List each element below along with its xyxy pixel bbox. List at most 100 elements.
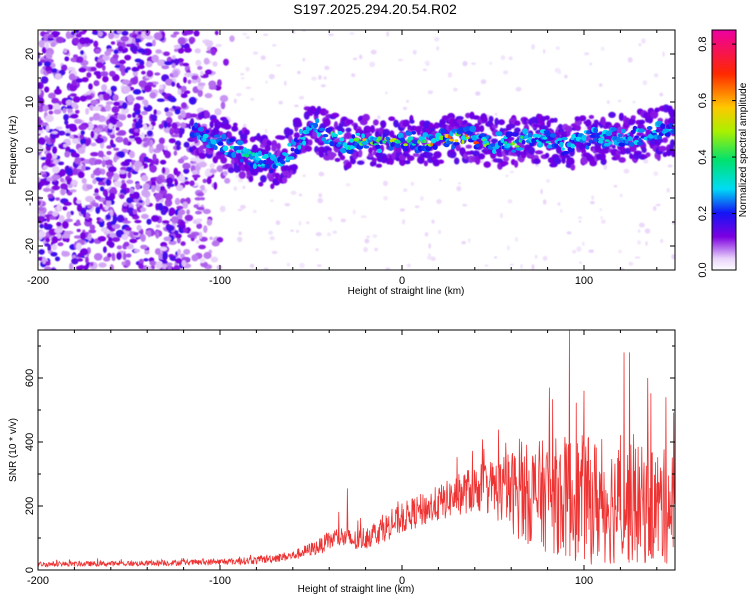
noise-blob: [124, 54, 132, 61]
noise-blob: [116, 121, 123, 128]
colorbar-cell: [712, 30, 736, 32]
colorbar-cell: [712, 50, 736, 52]
noise-speckle: [480, 79, 487, 85]
noise-blob: [164, 198, 173, 207]
noise-speckle: [317, 198, 324, 204]
noise-blob: [145, 197, 150, 206]
signal-halo-blob: [290, 164, 298, 171]
signal-halo-blob: [514, 120, 521, 126]
noise-blob: [177, 89, 182, 95]
colorbar-cell: [712, 129, 736, 131]
colorbar-cell: [712, 46, 736, 48]
colorbar-cell: [712, 244, 736, 246]
noise-blob: [113, 147, 120, 151]
colorbar-cell: [712, 179, 736, 181]
noise-blob: [142, 183, 150, 191]
colorbar-cell: [712, 79, 736, 81]
signal-peak-blob: [444, 134, 449, 138]
signal-body-blob: [554, 143, 559, 148]
noise-blob: [187, 233, 196, 239]
noise-blob: [214, 108, 222, 116]
noise-speckle: [240, 73, 245, 76]
signal-halo-blob: [190, 117, 195, 127]
colorbar-cell: [712, 232, 736, 234]
colorbar-cell: [712, 263, 736, 265]
noise-blob: [47, 193, 54, 199]
signal-halo-blob: [260, 175, 267, 183]
noise-speckle: [233, 98, 237, 104]
noise-blob: [108, 123, 113, 130]
noise-blob: [209, 169, 217, 174]
figure-title: S197.2025.294.20.54.R02: [293, 1, 457, 17]
noise-blob: [136, 138, 143, 145]
noise-blob: [176, 205, 184, 210]
signal-halo-blob: [270, 183, 275, 190]
noise-speckle: [531, 264, 535, 270]
noise-speckle: [671, 254, 675, 260]
signal-body-blob: [337, 130, 343, 135]
noise-speckle: [506, 245, 510, 251]
noise-blob: [196, 206, 205, 211]
colorbar-cell: [712, 237, 736, 239]
noise-blob: [45, 124, 50, 132]
noise-speckle: [297, 70, 301, 75]
colorbar-cell: [712, 73, 736, 75]
noise-blob: [122, 202, 128, 207]
signal-halo-blob: [433, 122, 440, 129]
noise-blob: [184, 180, 190, 185]
noise-speckle: [637, 240, 641, 245]
signal-halo-blob: [638, 119, 646, 125]
noise-blob: [177, 248, 182, 256]
signal-body-blob: [559, 141, 564, 148]
noise-blob: [75, 78, 84, 83]
noise-blob: [190, 113, 198, 118]
noise-blob: [94, 188, 99, 194]
signal-peak-blob: [454, 139, 459, 143]
noise-blob: [90, 152, 99, 157]
signal-halo-blob: [365, 132, 372, 137]
noise-speckle: [479, 159, 484, 164]
noise-blob: [67, 34, 75, 39]
noise-blob: [52, 153, 58, 159]
noise-blob: [170, 34, 177, 38]
colorbar: 0.0 0.2 0.4 0.6 0.8 Normalized spectral ampl…: [697, 29, 749, 278]
noise-blob: [123, 217, 128, 222]
signal-body-blob: [608, 141, 613, 145]
noise-speckle: [667, 164, 673, 168]
colorbar-tick-label: 0.8: [697, 36, 709, 51]
noise-blob: [42, 165, 48, 170]
signal-halo-blob: [345, 161, 352, 169]
signal-body-blob: [299, 128, 303, 135]
noise-speckle: [546, 179, 551, 183]
signal-halo-blob: [347, 119, 354, 125]
noise-speckle: [294, 104, 299, 108]
noise-speckle: [242, 185, 246, 189]
colorbar-cell: [712, 41, 736, 43]
colorbar-cell: [712, 165, 736, 167]
noise-blob: [49, 215, 57, 220]
colorbar-cell: [712, 173, 736, 175]
noise-blob: [146, 130, 153, 137]
noise-speckle: [410, 181, 415, 186]
signal-peak-blob: [514, 145, 520, 148]
colorbar-cell: [712, 204, 736, 206]
signal-halo-blob: [409, 119, 415, 124]
noise-blob: [42, 187, 51, 192]
noise-speckle: [370, 49, 377, 55]
colorbar-cell: [712, 195, 736, 197]
noise-blob: [219, 205, 226, 213]
signal-body-blob: [522, 128, 529, 135]
colorbar-cell: [712, 161, 736, 163]
colorbar-cell: [712, 223, 736, 225]
colorbar-cell: [712, 228, 736, 230]
signal-halo-blob: [455, 116, 464, 121]
signal-halo-blob: [345, 127, 352, 133]
signal-halo-blob: [482, 116, 488, 123]
noise-blob: [211, 240, 220, 247]
noise-blob: [118, 151, 125, 158]
colorbar-cell: [712, 209, 736, 211]
signal-halo-blob: [323, 110, 329, 115]
noise-blob: [123, 137, 129, 146]
noise-blob: [121, 179, 126, 185]
noise-blob: [74, 118, 83, 124]
